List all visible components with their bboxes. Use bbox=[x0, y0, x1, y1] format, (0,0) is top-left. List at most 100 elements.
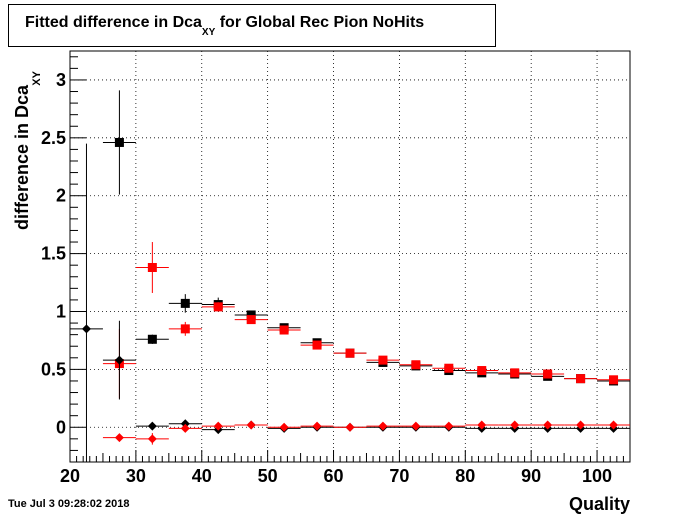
data-point bbox=[366, 421, 400, 431]
x-tick-label: 60 bbox=[324, 466, 344, 486]
data-point bbox=[432, 421, 466, 431]
plot-frame bbox=[69, 50, 631, 463]
diamond-marker bbox=[609, 420, 619, 430]
y-axis-title-main: difference in Dca bbox=[12, 84, 32, 230]
diamond-marker bbox=[147, 434, 157, 444]
data-point bbox=[267, 325, 301, 335]
y-axis-title: difference in Dca XY bbox=[12, 70, 43, 230]
data-point bbox=[300, 340, 334, 350]
data-point bbox=[201, 302, 235, 312]
y-tick-label: 3 bbox=[56, 70, 66, 90]
square-marker bbox=[411, 360, 421, 370]
series-0 bbox=[102, 90, 630, 386]
data-point bbox=[597, 420, 630, 430]
square-marker bbox=[477, 366, 487, 376]
y-tick-labels: 0 0.5 1 1.5 2 2.5 3 bbox=[41, 70, 66, 437]
data-point bbox=[102, 90, 136, 195]
diamond-marker bbox=[180, 423, 190, 433]
square-marker bbox=[576, 374, 586, 384]
series-2 bbox=[70, 143, 630, 462]
data-point bbox=[168, 294, 202, 313]
diamond-marker bbox=[444, 421, 454, 431]
square-marker bbox=[114, 137, 124, 147]
data-point bbox=[234, 315, 268, 325]
data-point bbox=[531, 369, 565, 379]
chart-title-box: Fitted difference in DcaXY for Global Re… bbox=[8, 4, 496, 47]
square-marker bbox=[609, 375, 619, 385]
y-tick-label: 1 bbox=[56, 301, 66, 321]
diamond-marker bbox=[543, 420, 553, 430]
data-point bbox=[168, 423, 202, 433]
diamond-marker bbox=[312, 421, 322, 431]
data-point bbox=[201, 421, 235, 431]
data-point bbox=[135, 242, 169, 293]
diamond-marker bbox=[180, 419, 190, 429]
data-point bbox=[102, 320, 136, 400]
square-marker bbox=[279, 325, 289, 335]
square-marker bbox=[444, 363, 454, 373]
data-point bbox=[498, 368, 532, 378]
diamond-marker bbox=[213, 421, 223, 431]
diamond-marker bbox=[345, 422, 355, 432]
diamond-marker bbox=[114, 433, 124, 443]
square-marker bbox=[246, 315, 256, 325]
x-tick-labels: 20 30 40 50 60 70 80 90 100 bbox=[60, 466, 612, 486]
y-tick-label: 2 bbox=[56, 186, 66, 206]
square-marker bbox=[147, 262, 157, 272]
x-axis-title: Quality bbox=[569, 494, 630, 514]
data-point bbox=[267, 422, 301, 432]
data-marks bbox=[70, 90, 630, 462]
data-point bbox=[366, 355, 400, 365]
data-point bbox=[234, 420, 268, 430]
data-point bbox=[465, 420, 499, 430]
data-point bbox=[102, 433, 136, 443]
chart-title: Fitted difference in DcaXY for Global Re… bbox=[25, 14, 425, 38]
square-marker bbox=[213, 302, 223, 312]
data-point bbox=[564, 374, 598, 384]
chart-title-rest: for Global Rec Pion NoHits bbox=[215, 14, 425, 31]
data-point bbox=[135, 433, 169, 445]
diamond-marker bbox=[279, 422, 289, 432]
diamond-marker bbox=[147, 421, 157, 431]
data-point bbox=[498, 420, 532, 430]
y-tick-label: 0 bbox=[56, 417, 66, 437]
diamond-marker bbox=[246, 420, 256, 430]
data-point bbox=[168, 419, 202, 429]
square-marker bbox=[180, 298, 190, 308]
y-tick-label: 1.5 bbox=[41, 244, 66, 264]
square-marker bbox=[147, 334, 157, 344]
data-point bbox=[564, 420, 598, 430]
diamond-marker bbox=[114, 355, 124, 365]
data-point bbox=[399, 421, 433, 431]
data-point bbox=[70, 143, 103, 462]
square-marker bbox=[378, 355, 388, 365]
y-tick-label: 2.5 bbox=[41, 128, 66, 148]
diamond-marker bbox=[411, 421, 421, 431]
chart-title-main: Fitted difference in Dca bbox=[25, 14, 202, 31]
diamond-marker bbox=[81, 324, 91, 334]
x-tick-label: 30 bbox=[126, 466, 146, 486]
data-point bbox=[135, 421, 169, 431]
data-point bbox=[399, 360, 433, 370]
data-point bbox=[300, 421, 334, 431]
axis-ticks bbox=[69, 56, 631, 462]
square-marker bbox=[543, 369, 553, 379]
y-axis-title-subscript: XY bbox=[31, 70, 43, 85]
series-1 bbox=[102, 242, 630, 399]
data-point bbox=[168, 321, 202, 336]
data-point bbox=[333, 348, 367, 358]
series-3 bbox=[102, 420, 630, 445]
x-tick-label: 70 bbox=[389, 466, 409, 486]
data-point bbox=[597, 375, 630, 385]
data-point bbox=[531, 420, 565, 430]
x-tick-label: 90 bbox=[521, 466, 541, 486]
datestamp: Tue Jul 3 09:28:02 2018 bbox=[8, 498, 130, 510]
diamond-marker bbox=[576, 420, 586, 430]
diamond-marker bbox=[477, 420, 487, 430]
y-tick-label: 0.5 bbox=[41, 359, 66, 379]
data-point bbox=[432, 363, 466, 373]
diamond-marker bbox=[510, 420, 520, 430]
x-tick-label: 80 bbox=[455, 466, 475, 486]
data-point bbox=[333, 422, 367, 432]
x-tick-label: 40 bbox=[192, 466, 212, 486]
